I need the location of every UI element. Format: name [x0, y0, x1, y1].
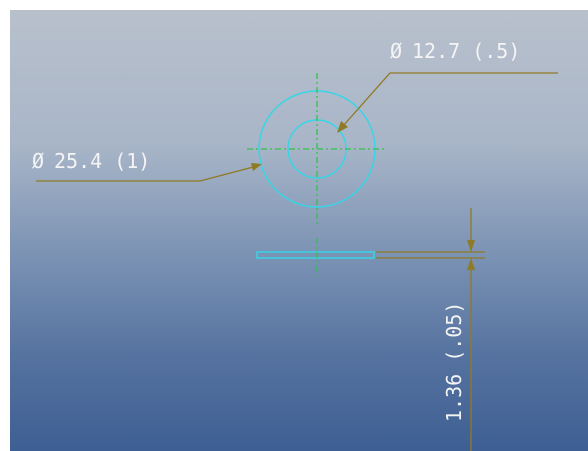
- washer-side-profile[interactable]: [256, 251, 375, 259]
- outer-diameter-value: 25.4 (1): [54, 149, 150, 173]
- outer-diameter-dimension[interactable]: Ø 25.4 (1): [32, 149, 150, 173]
- washer-drawing[interactable]: Ø 12.7 (.5) Ø 25.4 (1) 1.36 (.05): [10, 10, 588, 451]
- hole-diameter-leader: [342, 72, 558, 127]
- thickness-arrowhead-bottom: [467, 258, 475, 270]
- hole-diameter-symbol: Ø: [390, 39, 402, 63]
- thickness-arrowhead-top: [467, 240, 475, 252]
- outer-diameter-arrowhead: [251, 163, 262, 171]
- hole-diameter-arrowhead: [337, 121, 348, 133]
- thickness-value[interactable]: 1.36 (.05): [442, 302, 466, 422]
- hole-diameter-dimension[interactable]: Ø 12.7 (.5): [390, 39, 520, 63]
- hole-diameter-value: 12.7 (.5): [412, 39, 520, 63]
- outer-diameter-symbol: Ø: [32, 149, 44, 173]
- outer-diameter-leader: [36, 165, 258, 182]
- drawing-viewport[interactable]: Ø 12.7 (.5) Ø 25.4 (1) 1.36 (.05): [10, 10, 588, 451]
